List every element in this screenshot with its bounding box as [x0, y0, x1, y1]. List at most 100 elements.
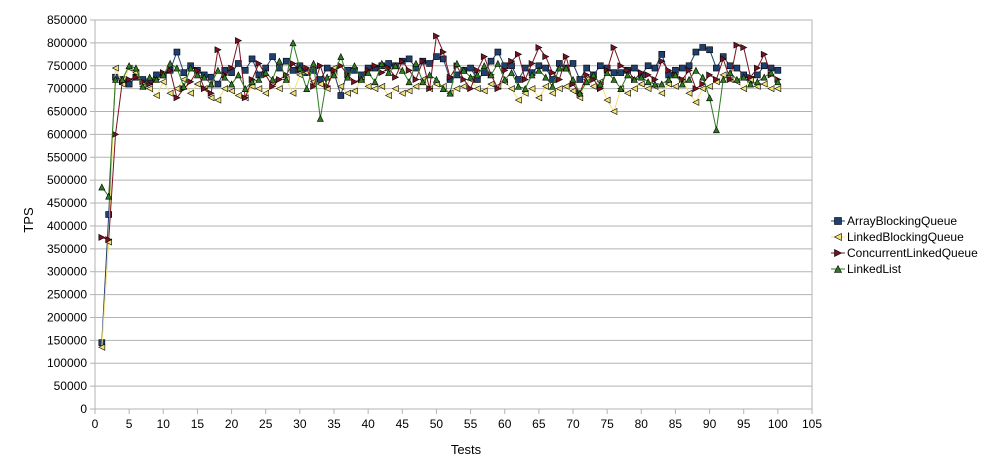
data-point	[774, 67, 782, 74]
data-point	[419, 78, 427, 86]
x-tick-label: 50	[430, 417, 444, 431]
data-point	[583, 71, 591, 79]
data-point	[296, 64, 304, 72]
data-point	[733, 64, 741, 72]
data-point	[364, 82, 372, 90]
data-point	[98, 343, 106, 351]
data-point	[303, 84, 311, 92]
x-tick-label: 55	[464, 417, 478, 431]
data-point	[405, 55, 413, 63]
data-point	[658, 89, 666, 97]
data-point	[241, 94, 249, 102]
data-point	[637, 73, 645, 81]
data-point	[289, 39, 297, 47]
data-point	[118, 75, 126, 83]
series-line-arrayblockingqueue	[101, 46, 779, 343]
data-point	[392, 73, 400, 81]
data-point	[173, 64, 181, 72]
legend-marker	[834, 264, 842, 273]
data-point	[747, 80, 755, 88]
x-tick-labels: 0 5 10 15 20 25 30 35 40 45 50 55 60 65 70 75 80 85 90 95 10…	[92, 417, 823, 431]
y-tick-label: 100000	[47, 356, 87, 370]
legend-label: LinkedList	[847, 262, 902, 276]
x-tick-label: 10	[157, 417, 171, 431]
data-point	[460, 66, 468, 74]
data-point	[549, 69, 557, 77]
data-point	[384, 92, 392, 99]
data-point	[193, 80, 201, 88]
data-point	[234, 92, 242, 99]
data-point	[241, 84, 249, 92]
x-tick-label: 35	[327, 417, 341, 431]
data-point	[405, 78, 413, 86]
data-point	[467, 85, 475, 93]
data-point	[630, 85, 638, 93]
data-point	[405, 87, 413, 95]
data-point	[665, 66, 673, 74]
data-point	[234, 71, 242, 79]
data-point	[644, 85, 652, 93]
data-point	[671, 82, 679, 90]
data-point	[644, 78, 652, 86]
data-point	[555, 64, 563, 72]
y-tick-label: 200000	[47, 310, 87, 324]
data-point	[699, 85, 707, 93]
x-tick-label: 70	[566, 417, 580, 431]
data-point	[214, 80, 222, 88]
data-point	[712, 126, 720, 134]
data-point	[473, 71, 481, 79]
data-point	[535, 94, 543, 102]
data-point	[426, 85, 434, 93]
data-point	[542, 82, 549, 90]
series-group	[98, 32, 782, 351]
y-axis-title: TPS	[21, 207, 36, 233]
x-tick-label: 5	[126, 417, 133, 431]
data-point	[514, 96, 522, 104]
data-point	[432, 75, 440, 83]
series-concurrentlinkedqueue	[98, 32, 782, 244]
y-tick-label: 50000	[54, 379, 88, 393]
series-arrayblockingqueue	[98, 44, 782, 346]
data-point	[515, 50, 523, 58]
y-tick-label: 700000	[47, 82, 87, 96]
legend-marker	[833, 233, 842, 241]
data-point	[658, 80, 666, 88]
data-point	[371, 62, 379, 70]
data-point	[269, 82, 277, 90]
data-point	[754, 64, 762, 72]
data-point	[145, 85, 153, 93]
data-point	[446, 73, 454, 81]
data-point	[754, 71, 761, 79]
data-point	[98, 183, 106, 191]
data-point	[583, 78, 591, 86]
data-point	[378, 82, 386, 90]
x-tick-label: 105	[802, 417, 822, 431]
data-point	[276, 76, 284, 83]
data-point	[337, 82, 345, 90]
data-point	[159, 78, 167, 86]
data-point	[644, 71, 652, 79]
data-point	[228, 80, 236, 88]
data-point	[747, 73, 755, 81]
data-point	[364, 68, 372, 76]
legend-item-arrayblockingqueue: ArrayBlockingQueue	[831, 214, 957, 228]
x-tick-label: 85	[669, 417, 683, 431]
plot-area-frame	[94, 19, 813, 410]
data-point	[166, 66, 174, 74]
x-tick-label: 90	[703, 417, 717, 431]
y-tick-label: 300000	[47, 265, 87, 279]
data-point	[139, 82, 147, 90]
data-point	[651, 64, 659, 72]
y-tick-label: 0	[80, 402, 87, 416]
data-point	[221, 73, 229, 81]
data-point	[658, 51, 666, 58]
series-linkedblockingqueue	[98, 64, 782, 351]
data-point	[371, 78, 379, 86]
data-point	[753, 78, 761, 86]
data-point	[371, 85, 379, 93]
data-point	[590, 71, 597, 79]
data-point	[453, 59, 461, 67]
data-point	[705, 82, 713, 90]
data-point	[678, 64, 686, 72]
x-tick-label: 15	[191, 417, 205, 431]
